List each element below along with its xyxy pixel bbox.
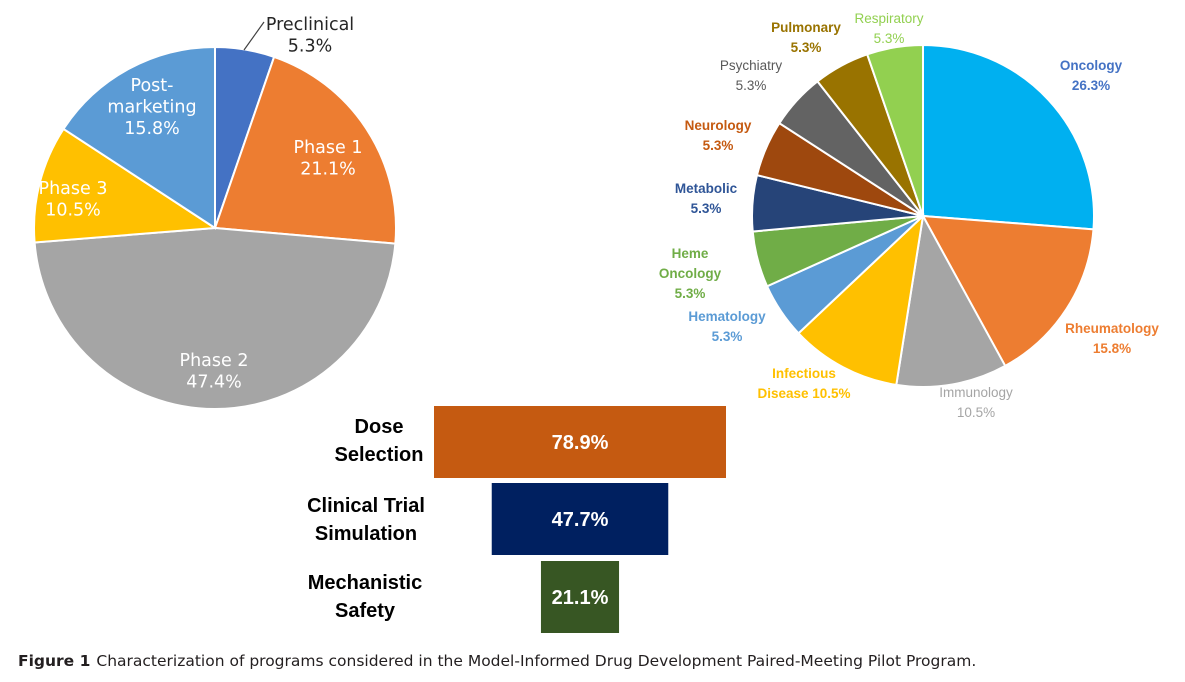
area-pie-label-hematology-line-1: Hematology	[688, 309, 766, 324]
funnel-bar-clinical-trial-simulation	[491, 483, 669, 555]
funnel-category-dose-selection-line-2: Selection	[335, 444, 424, 466]
funnel-value-clinical-trial-simulation: 47.7%	[552, 509, 609, 531]
phase-pie-label-preclinical-line-1: Preclinical	[266, 15, 354, 35]
area-pie-label-oncology-line-1: Oncology	[1060, 58, 1123, 73]
area-pie-label-psychiatry-line-1: Psychiatry	[720, 58, 783, 73]
area-pie-label-infectious-disease-line-2: Disease 10.5%	[757, 386, 850, 401]
preclinical-leader-line	[243, 21, 265, 51]
area-pie-label-rheumatology: Rheumatology 15.8%	[1065, 321, 1159, 356]
funnel-category-dose-selection-line-1: Dose	[355, 416, 404, 438]
phase-pie-label-post-marketing-line-1: Post-	[131, 76, 174, 96]
area-pie-label-immunology: Immunology 10.5%	[939, 385, 1013, 420]
phase-pie-label-preclinical: Preclinical 5.3%	[266, 15, 354, 57]
application-funnel-bar-chart: 78.9% 47.7% 21.1% Dose Selection Clinical Tri…	[307, 406, 726, 633]
figure-caption-label: Figure 1	[18, 652, 91, 670]
phase-pie-label-post-marketing: Post-marketing 15.8%	[107, 76, 196, 139]
phase-pie-label-phase-1-line-1: Phase 1	[294, 138, 363, 158]
area-pie-label-pulmonary: Pulmonary 5.3%	[771, 20, 841, 55]
area-pie-label-respiratory: Respiratory 5.3%	[854, 11, 923, 46]
funnel-category-clinical-trial-simulation: Clinical Trial Simulation	[307, 495, 425, 545]
phase-pie-label-phase-1: Phase 1 21.1%	[294, 138, 363, 180]
funnel-value-dose-selection: 78.9%	[552, 432, 609, 454]
area-pie-slice-rheumatology	[921, 214, 1095, 368]
phase-pie-slice-phase-3	[33, 127, 218, 244]
phase-pie-label-phase-3-line-1: Phase 3	[39, 179, 108, 199]
area-pie-label-respiratory-line-1: Respiratory	[854, 11, 923, 26]
area-pie-label-oncology: Oncology 26.3%	[1060, 58, 1123, 93]
phase-pie-slice-post-marketing	[62, 45, 216, 230]
area-pie-slice-infectious-disease	[797, 213, 925, 387]
area-pie-label-respiratory-line-2: 5.3%	[874, 31, 905, 46]
area-pie-label-rheumatology-line-1: Rheumatology	[1065, 321, 1159, 336]
area-pie-label-neurology-line-1: Neurology	[685, 118, 752, 133]
area-pie-label-psychiatry-line-2: 5.3%	[736, 78, 767, 93]
phase-pie-chart	[33, 45, 397, 410]
funnel-category-clinical-trial-simulation-line-2: Simulation	[315, 523, 417, 545]
funnel-category-clinical-trial-simulation-line-1: Clinical Trial	[307, 495, 425, 517]
therapeutic-area-pie-chart	[751, 43, 1095, 388]
area-pie-label-hematology-line-2: 5.3%	[712, 329, 743, 344]
area-pie-label-pulmonary-line-2: 5.3%	[791, 40, 822, 55]
figure-caption-text: Characterization of programs considered …	[96, 652, 977, 670]
phase-pie-label-phase-2: Phase 2 47.4%	[180, 351, 249, 393]
funnel-value-mechanistic-safety: 21.1%	[552, 587, 609, 609]
phase-pie-label-phase-3-line-2: 10.5%	[45, 201, 101, 221]
area-pie-label-rheumatology-line-2: 15.8%	[1093, 341, 1131, 356]
funnel-category-dose-selection: Dose Selection	[335, 416, 424, 466]
area-pie-label-heme-oncology: Heme Oncology 5.3%	[659, 246, 722, 301]
area-pie-label-psychiatry: Psychiatry 5.3%	[720, 58, 783, 93]
figure-caption: Figure 1 Characterization of programs con…	[18, 652, 976, 670]
phase-pie-label-post-marketing-line-2: marketing	[107, 98, 196, 118]
funnel-category-mechanistic-safety-line-1: Mechanistic	[308, 572, 422, 594]
area-pie-label-infectious-disease: Infectious Disease 10.5%	[757, 366, 850, 401]
area-pie-label-neurology-line-2: 5.3%	[703, 138, 734, 153]
phase-pie-labels: Preclinical 5.3%Phase 1 21.1%Phase 2 47.4%P…	[39, 15, 363, 393]
funnel-bar-mechanistic-safety	[540, 561, 620, 633]
area-pie-slice-respiratory	[865, 43, 924, 217]
therapeutic-area-pie-labels: Oncology 26.3% Rheumatology 15.8% Immunology…	[659, 11, 1159, 420]
area-pie-slice-immunology	[895, 212, 1007, 388]
area-pie-slice-oncology	[922, 43, 1095, 231]
phase-pie-label-phase-2-line-1: Phase 2	[180, 351, 249, 371]
area-pie-label-hematology: Hematology 5.3%	[688, 309, 766, 344]
phase-pie-label-phase-3: Phase 3 10.5%	[39, 179, 108, 221]
figure-canvas: Preclinical 5.3%Phase 1 21.1%Phase 2 47.4%P…	[33, 11, 1159, 633]
phase-pie-slice-phase-1	[213, 55, 397, 245]
area-pie-label-heme-oncology-line-3: 5.3%	[675, 286, 706, 301]
area-pie-label-immunology-line-2: 10.5%	[957, 405, 995, 420]
area-pie-label-metabolic-line-2: 5.3%	[691, 201, 722, 216]
funnel-bar-dose-selection	[434, 406, 726, 478]
area-pie-label-oncology-line-2: 26.3%	[1072, 78, 1110, 93]
funnel-category-mechanistic-safety: Mechanistic Safety	[308, 572, 422, 622]
phase-pie-label-post-marketing-line-3: 15.8%	[124, 119, 180, 139]
area-pie-label-metabolic-line-1: Metabolic	[675, 181, 738, 196]
area-pie-label-neurology: Neurology 5.3%	[685, 118, 752, 153]
area-pie-label-infectious-disease-line-1: Infectious	[772, 366, 836, 381]
area-pie-label-heme-oncology-line-2: Oncology	[659, 266, 722, 281]
area-pie-label-heme-oncology-line-1: Heme	[672, 246, 709, 261]
phase-pie-label-preclinical-line-2: 5.3%	[288, 37, 332, 57]
phase-pie-label-phase-2-line-2: 47.4%	[186, 373, 242, 393]
area-pie-label-metabolic: Metabolic 5.3%	[675, 181, 738, 216]
funnel-category-mechanistic-safety-line-2: Safety	[335, 600, 396, 622]
phase-pie-label-phase-1-line-2: 21.1%	[300, 160, 356, 180]
phase-pie-slice-phase-2	[33, 226, 397, 410]
area-pie-label-immunology-line-1: Immunology	[939, 385, 1013, 400]
area-pie-label-pulmonary-line-1: Pulmonary	[771, 20, 841, 35]
